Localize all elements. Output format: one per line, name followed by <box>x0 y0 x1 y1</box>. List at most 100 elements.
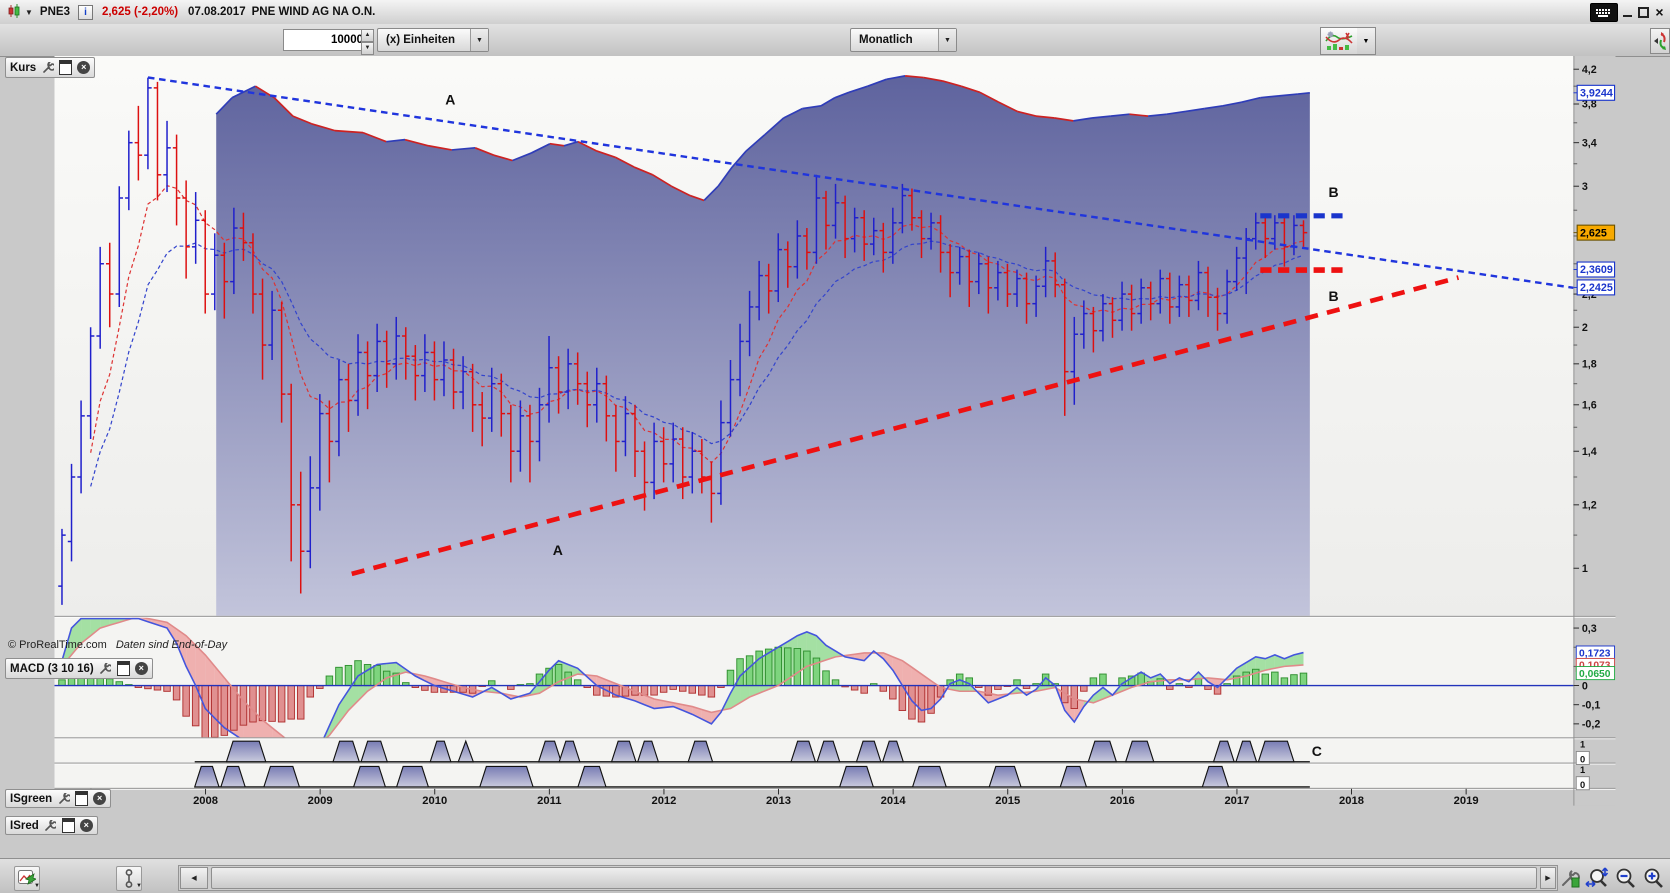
time-scrollbar[interactable]: ◀ ▶ <box>178 865 1558 891</box>
wrench-icon[interactable] <box>57 792 70 805</box>
index-area-edge <box>1260 95 1280 99</box>
trendline-A-ascending[interactable] <box>351 275 1460 577</box>
close-button[interactable]: × <box>1655 4 1664 20</box>
zoom-out-button[interactable] <box>1614 866 1638 889</box>
wrench-icon[interactable] <box>44 819 57 832</box>
close-panel-icon[interactable]: × <box>77 61 91 74</box>
stepper-down-icon[interactable]: ▼ <box>361 42 374 55</box>
isred-plot-area[interactable] <box>54 763 1574 788</box>
index-area-edge <box>1054 117 1074 122</box>
time-axis: 2007200820092010201120122013201420152016… <box>78 788 1479 807</box>
annotation-letter: A <box>553 542 563 558</box>
minimize-button[interactable] <box>1621 6 1634 19</box>
isred-pulse <box>395 765 430 788</box>
price-tick-label: 1 <box>1582 563 1588 575</box>
units-stepper[interactable]: ▲ ▼ <box>361 29 374 55</box>
macd-fill <box>825 645 836 661</box>
is-axis-zero-box <box>1575 776 1590 791</box>
chevron-down-icon[interactable]: ▼ <box>136 883 142 889</box>
chevron-down-icon[interactable]: ▼ <box>470 29 488 51</box>
macd-histogram-bar <box>1089 677 1098 687</box>
macd-fill <box>186 635 196 686</box>
price-tick-label: 2 <box>1582 322 1588 334</box>
export-image-button[interactable] <box>14 866 40 891</box>
scroll-right-button[interactable]: ▶ <box>1540 867 1556 889</box>
chevron-down-icon[interactable]: ▼ <box>34 883 40 889</box>
stepper-up-icon[interactable]: ▲ <box>361 29 374 42</box>
price-tick-label: 1,8 <box>1582 359 1597 371</box>
chart-surface: AABBC4,23,83,432,221,81,61,41,213,92442,… <box>0 56 1670 858</box>
macd-histogram-bar <box>755 650 763 687</box>
scroll-left-button[interactable]: ◀ <box>180 867 208 889</box>
macd-histogram-bar <box>850 685 859 691</box>
macd-histogram-bar <box>659 685 668 693</box>
annotation-letter: B <box>1329 288 1339 304</box>
year-label: 2009 <box>308 795 333 807</box>
maximize-button[interactable] <box>1637 6 1650 19</box>
chevron-down-icon[interactable]: ▼ <box>938 29 956 51</box>
price-marker-box <box>1576 279 1616 296</box>
macd-fill <box>1265 654 1275 671</box>
detach-window-icon[interactable] <box>116 661 130 676</box>
close-panel-icon[interactable]: × <box>93 792 107 805</box>
index-area-edge <box>998 101 1018 113</box>
trendline-A-descending[interactable] <box>147 76 1574 290</box>
macd-histogram-bar <box>268 685 276 722</box>
isred-pulse <box>220 765 246 788</box>
isgreen-pulse <box>429 740 452 763</box>
macd-histogram-bar <box>889 685 897 700</box>
isgreen-panel-header: ISgreen × <box>5 789 112 808</box>
detach-window-icon[interactable] <box>75 791 89 806</box>
macd-fill <box>892 656 903 686</box>
year-label: 2017 <box>1224 795 1249 807</box>
index-area-edge <box>923 76 943 82</box>
close-panel-icon[interactable]: × <box>79 819 93 832</box>
macd-histogram-bar <box>688 685 697 694</box>
isred-panel-header: ISred × <box>5 816 98 835</box>
chart-style-button[interactable] <box>1320 27 1358 55</box>
macd-fill <box>816 635 826 664</box>
macd-histogram-bar <box>287 685 295 720</box>
macd-histogram-bar <box>1013 679 1021 687</box>
ticker-dropdown-icon[interactable]: ▼ <box>25 7 33 17</box>
measure-tool-button[interactable] <box>116 866 142 891</box>
timeframe-value: Monatlich <box>859 34 913 46</box>
isgreen-pulse <box>1235 740 1258 763</box>
macd-fill <box>1093 687 1103 703</box>
wrench-icon[interactable] <box>99 662 112 675</box>
macd-panel-title: MACD (3 10 16) <box>10 662 94 675</box>
scrollbar-thumb[interactable] <box>211 867 1537 889</box>
index-area-edge <box>731 150 747 168</box>
macd-histogram-bar <box>344 664 353 687</box>
zoom-fit-button[interactable] <box>1584 866 1612 889</box>
close-panel-icon[interactable]: × <box>134 662 148 675</box>
wrench-icon[interactable] <box>41 61 54 74</box>
index-area-edge <box>1148 113 1167 117</box>
macd-marker-label: 0,1723 <box>1579 648 1611 659</box>
timeframe-dropdown[interactable]: Monatlich ▼ <box>850 28 957 52</box>
year-label: 2008 <box>193 795 218 807</box>
units-type-dropdown[interactable]: (x) Einheiten ▼ <box>377 28 489 52</box>
detach-window-icon[interactable] <box>61 818 75 833</box>
last-quote: 2,625 (-2,20%) <box>101 6 179 18</box>
isred-pulse <box>479 765 534 788</box>
isred-layer <box>193 765 1310 788</box>
keyboard-icon[interactable] <box>1590 3 1618 22</box>
index-area-edge <box>1017 110 1037 117</box>
index-area-edge <box>867 78 887 87</box>
chart-style-dropdown-icon[interactable]: ▼ <box>1357 27 1376 55</box>
isgreen-pulse <box>1257 740 1295 763</box>
units-input[interactable] <box>283 29 367 51</box>
macd-histogram-bar <box>1080 685 1088 692</box>
macd-fill <box>654 699 664 709</box>
detach-window-icon[interactable] <box>59 60 73 75</box>
macd-fill <box>682 704 693 715</box>
sidebar-toggle-button[interactable] <box>1650 28 1670 54</box>
price-axis: 4,23,83,432,221,81,61,41,213,92442,6252,… <box>1573 64 1616 575</box>
macd-signal-line <box>61 616 1304 738</box>
index-area-edge <box>549 142 565 147</box>
macd-histogram-bar <box>822 670 830 687</box>
info-icon[interactable]: i <box>77 4 93 20</box>
zoom-in-button[interactable] <box>1642 866 1666 889</box>
zoom-settings-button[interactable] <box>1558 866 1582 889</box>
